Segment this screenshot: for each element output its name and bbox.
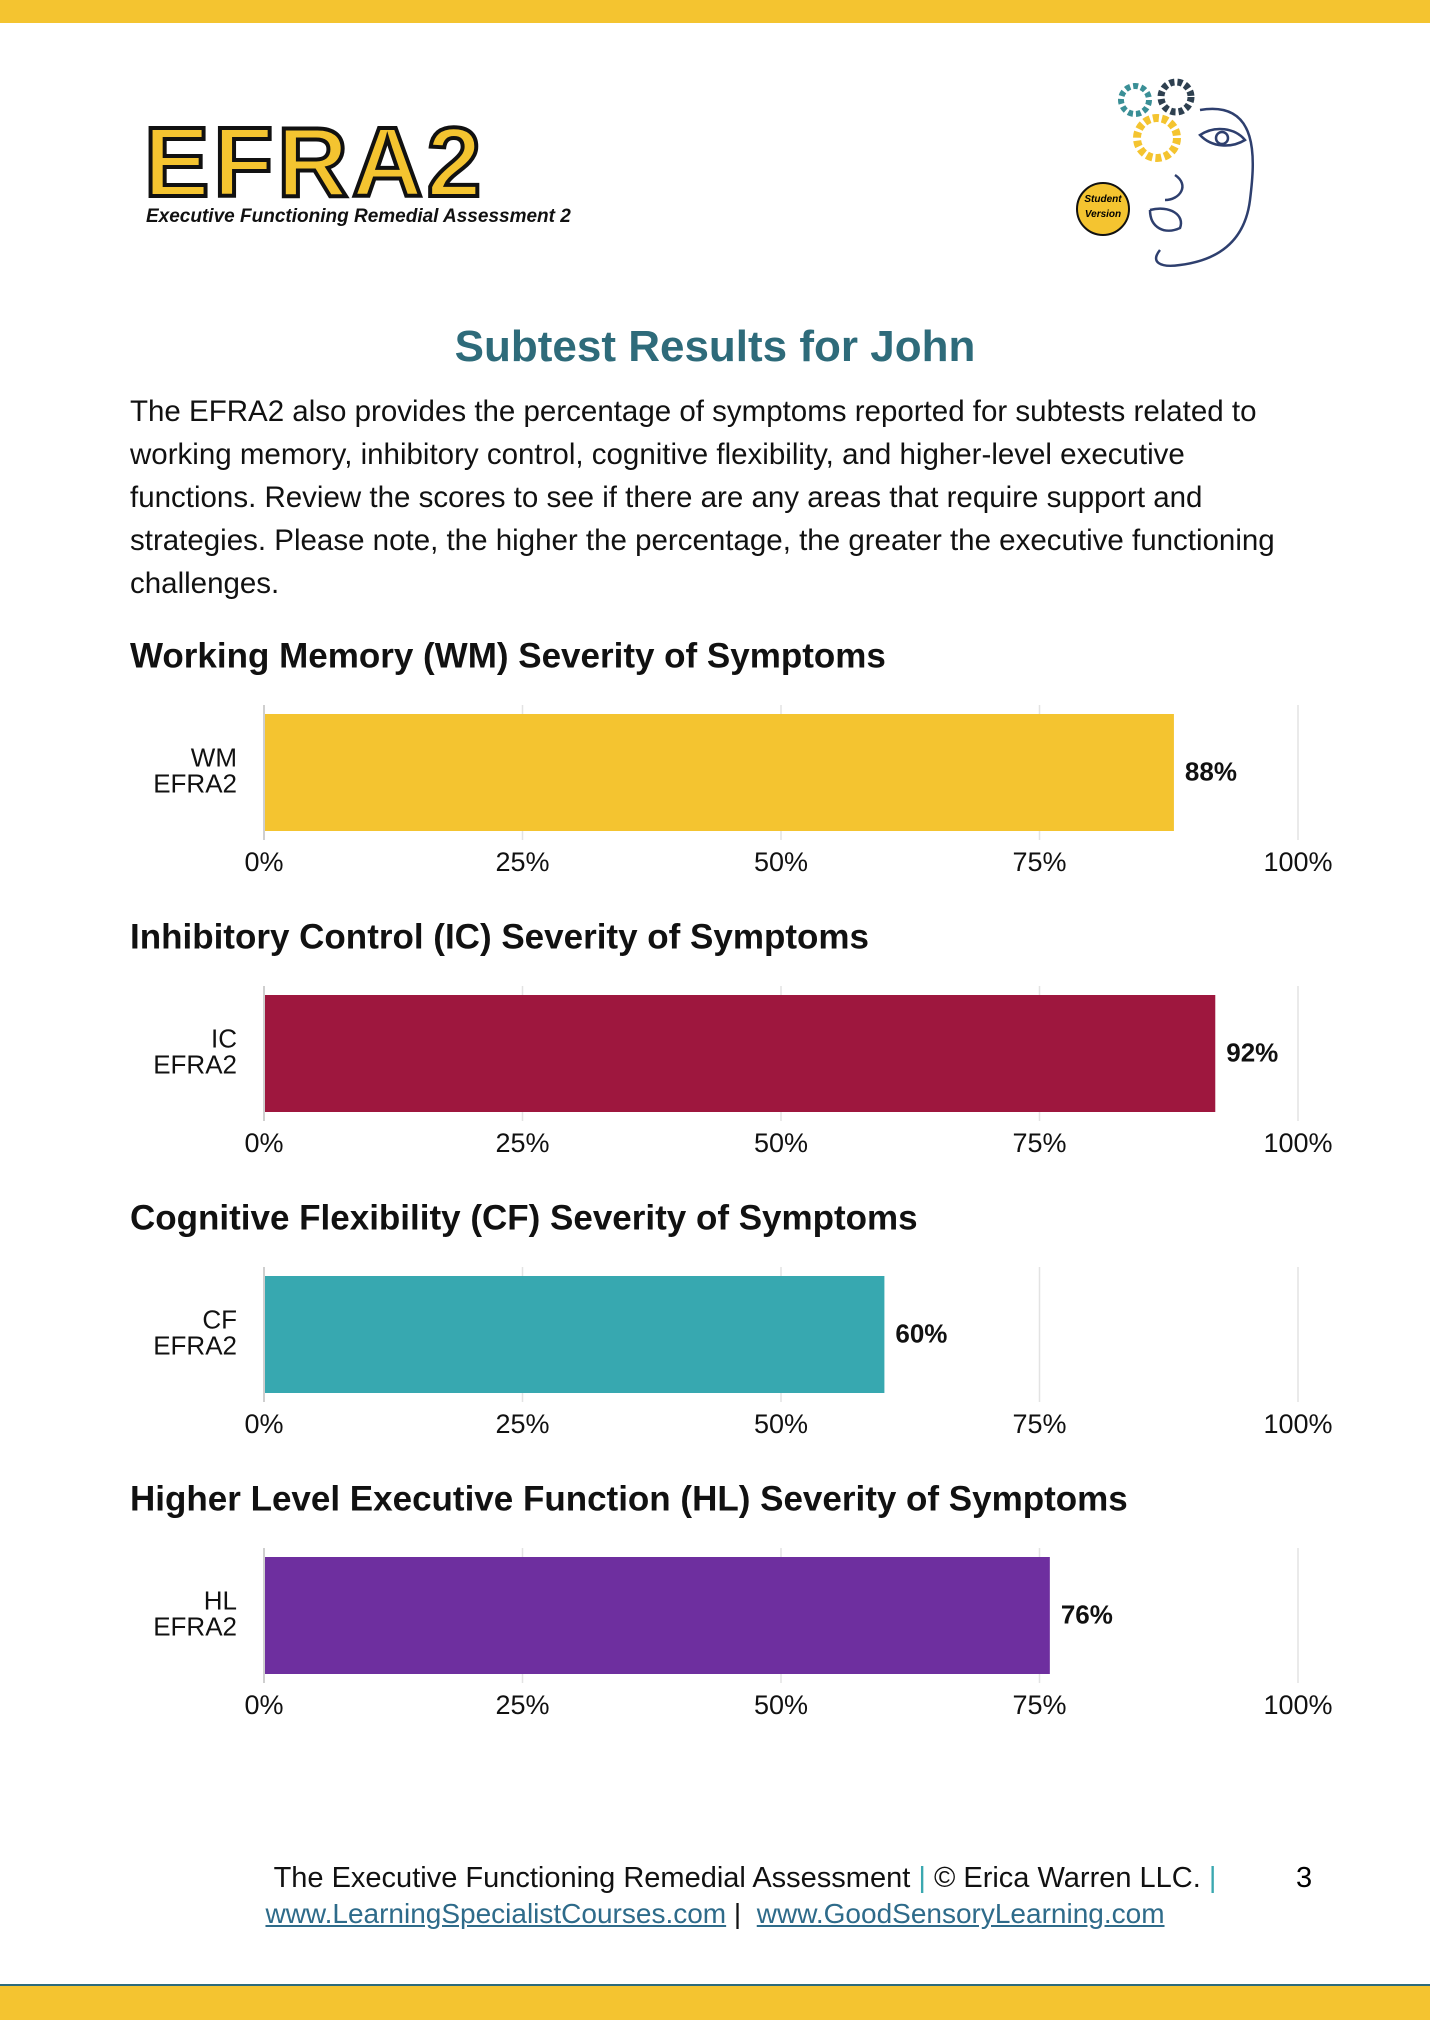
page-title: Subtest Results for John bbox=[454, 322, 976, 371]
link[interactable]: www.GoodSensoryLearning.com bbox=[756, 1898, 1165, 1929]
gears bbox=[1118, 78, 1195, 162]
header-art: EFRA2 Executive Functioning Remedial Ass… bbox=[142, 78, 1254, 267]
x-tick-label: 100% bbox=[1263, 1409, 1332, 1439]
x-tick-label: 25% bbox=[495, 847, 549, 877]
chart-title: Cognitive Flexibility (CF) Severity of S… bbox=[130, 1198, 918, 1237]
link[interactable]: www.LearningSpecialistCourses.com bbox=[265, 1898, 727, 1929]
x-tick-label: 50% bbox=[754, 1128, 808, 1158]
category-label: EFRA2 bbox=[153, 1611, 237, 1641]
footer-line: The Executive Functioning Remedial Asses… bbox=[0, 1862, 1430, 1895]
x-tick-label: 50% bbox=[754, 847, 808, 877]
x-tick-label: 75% bbox=[1012, 1690, 1066, 1720]
category-label: EFRA2 bbox=[153, 1330, 237, 1360]
x-tick-label: 100% bbox=[1263, 1690, 1332, 1720]
page-number: 3 bbox=[1296, 1862, 1313, 1894]
value-label: 92% bbox=[1226, 1037, 1278, 1067]
x-tick-label: 100% bbox=[1263, 1128, 1332, 1158]
intro-paragraph: The EFRA2 also provides the percentage o… bbox=[130, 395, 1275, 600]
x-tick-label: 0% bbox=[244, 847, 283, 877]
category-label: CF bbox=[202, 1304, 237, 1334]
separator: | bbox=[733, 1898, 742, 1929]
footer-links: www.LearningSpecialistCourses.com | www.… bbox=[0, 1898, 1430, 1930]
x-tick-label: 25% bbox=[495, 1690, 549, 1720]
logo-title: EFRA2 bbox=[144, 107, 485, 217]
face-illustration bbox=[1148, 107, 1254, 267]
x-tick-label: 0% bbox=[244, 1409, 283, 1439]
top-band bbox=[0, 0, 1430, 23]
bar bbox=[264, 995, 1216, 1112]
badge-text: Student bbox=[1084, 194, 1122, 205]
x-tick-label: 25% bbox=[495, 1409, 549, 1439]
x-tick-label: 100% bbox=[1263, 847, 1332, 877]
bottom-band bbox=[0, 1984, 1430, 2020]
category-label: IC bbox=[211, 1023, 237, 1053]
category-label: HL bbox=[204, 1585, 237, 1615]
x-tick-label: 75% bbox=[1012, 847, 1066, 877]
x-tick-label: 50% bbox=[754, 1690, 808, 1720]
bar bbox=[264, 1557, 1050, 1674]
footer-text: The Executive Functioning Remedial Asses… bbox=[273, 1862, 911, 1894]
bar bbox=[264, 714, 1174, 831]
logo-subtitle: Executive Functioning Remedial Assessmen… bbox=[146, 206, 571, 227]
separator: | bbox=[1208, 1862, 1217, 1894]
x-tick-label: 25% bbox=[495, 1128, 549, 1158]
value-label: 88% bbox=[1185, 756, 1237, 786]
category-label: WM bbox=[191, 742, 237, 772]
badge bbox=[1076, 182, 1130, 236]
x-tick-label: 0% bbox=[244, 1128, 283, 1158]
chart-title: Working Memory (WM) Severity of Symptoms bbox=[130, 636, 886, 675]
category-label: EFRA2 bbox=[153, 1049, 237, 1079]
category-label: EFRA2 bbox=[153, 768, 237, 798]
separator: | bbox=[918, 1862, 926, 1894]
badge-text: Version bbox=[1085, 209, 1121, 220]
x-tick-label: 0% bbox=[244, 1690, 283, 1720]
charts: Working Memory (WM) Severity of Symptoms… bbox=[130, 636, 1333, 1720]
bar bbox=[264, 1276, 885, 1393]
x-tick-label: 75% bbox=[1012, 1409, 1066, 1439]
chart-title: Higher Level Executive Function (HL) Sev… bbox=[130, 1479, 1128, 1518]
x-tick-label: 50% bbox=[754, 1409, 808, 1439]
value-label: 76% bbox=[1061, 1599, 1113, 1629]
chart-title: Inhibitory Control (IC) Severity of Symp… bbox=[130, 917, 869, 956]
value-label: 60% bbox=[895, 1318, 947, 1348]
footer-text: © Erica Warren LLC. bbox=[933, 1862, 1201, 1894]
x-tick-label: 75% bbox=[1012, 1128, 1066, 1158]
